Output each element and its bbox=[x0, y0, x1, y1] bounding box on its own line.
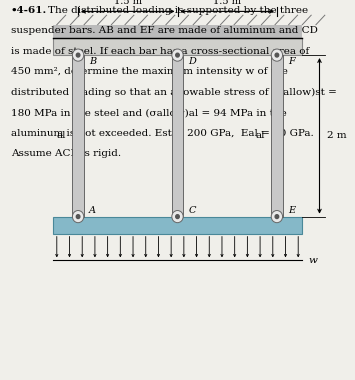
Circle shape bbox=[275, 215, 279, 218]
Text: 2 m: 2 m bbox=[327, 131, 347, 140]
Text: B: B bbox=[89, 57, 96, 66]
Text: •4-61.: •4-61. bbox=[11, 6, 47, 15]
Circle shape bbox=[172, 211, 183, 223]
Bar bbox=[72, 55, 84, 217]
Text: is made of steel. If each bar has a cross-sectional area of: is made of steel. If each bar has a cros… bbox=[11, 47, 309, 56]
Bar bbox=[53, 38, 302, 55]
Text: suspender bars. AB and EF are made of aluminum and CD: suspender bars. AB and EF are made of al… bbox=[11, 26, 317, 35]
Text: C: C bbox=[189, 206, 196, 215]
Text: 1.5 m: 1.5 m bbox=[213, 0, 241, 6]
Text: The distributed loading is supported by the three: The distributed loading is supported by … bbox=[48, 6, 308, 15]
Text: al: al bbox=[57, 131, 66, 140]
Text: distributed loading so that an allowable stress of (σallow)st =: distributed loading so that an allowable… bbox=[11, 88, 337, 97]
Text: w: w bbox=[309, 256, 318, 265]
Circle shape bbox=[176, 53, 179, 57]
Circle shape bbox=[76, 53, 80, 57]
Text: 450 mm², determine the maximum intensity w of the: 450 mm², determine the maximum intensity… bbox=[11, 67, 288, 76]
Text: st: st bbox=[172, 131, 182, 140]
Text: D: D bbox=[189, 57, 196, 66]
Circle shape bbox=[271, 49, 283, 61]
Text: al: al bbox=[256, 131, 265, 140]
Bar bbox=[53, 217, 302, 234]
Circle shape bbox=[76, 215, 80, 218]
Text: Assume ACE is rigid.: Assume ACE is rigid. bbox=[11, 149, 121, 158]
Text: E: E bbox=[288, 206, 295, 215]
Text: aluminum is not exceeded. Est = 200 GPa,  Eal = 70 GPa.: aluminum is not exceeded. Est = 200 GPa,… bbox=[11, 129, 313, 138]
Text: 180 MPa in the steel and (σallow)al = 94 MPa in the: 180 MPa in the steel and (σallow)al = 94… bbox=[11, 108, 286, 117]
Circle shape bbox=[271, 211, 283, 223]
Bar bbox=[53, 25, 302, 38]
Bar bbox=[271, 55, 283, 217]
Text: F: F bbox=[288, 57, 295, 66]
Circle shape bbox=[176, 215, 179, 218]
Bar bbox=[172, 55, 183, 217]
Circle shape bbox=[172, 49, 183, 61]
Circle shape bbox=[72, 211, 84, 223]
Circle shape bbox=[72, 49, 84, 61]
Text: 1.5 m: 1.5 m bbox=[114, 0, 142, 6]
Circle shape bbox=[275, 53, 279, 57]
Text: A: A bbox=[89, 206, 96, 215]
